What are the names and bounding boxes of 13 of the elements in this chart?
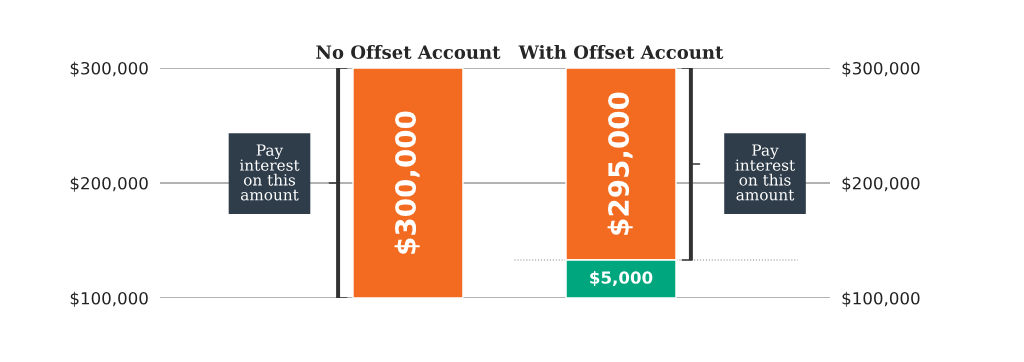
annotation: $300,000 [394, 111, 420, 254]
y-tick-label: $200,000 [70, 176, 148, 192]
annotation: Pay interest on this amount [735, 144, 796, 201]
y2-tick-label: $300,000 [842, 61, 920, 77]
y-tick-label: $100,000 [70, 291, 148, 307]
x-tick-label: With Offset Account [518, 44, 724, 59]
x-tick-label: No Offset Account [316, 44, 501, 59]
annotation: $5,000 [590, 270, 653, 287]
y2-tick-label: $200,000 [842, 176, 920, 192]
annotation: $295,000 [607, 92, 633, 235]
annotation: Pay interest on this amount [239, 144, 300, 201]
y-tick-label: $300,000 [70, 61, 148, 77]
y2-tick-label: $100,000 [842, 291, 920, 307]
